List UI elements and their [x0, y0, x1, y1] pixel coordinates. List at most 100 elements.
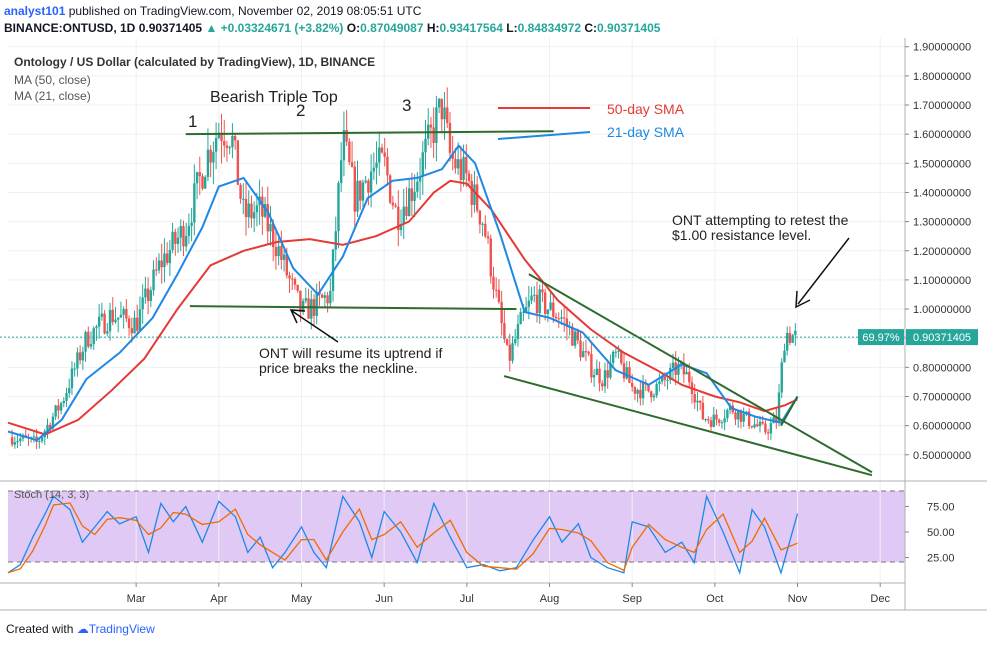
candle-body — [397, 206, 400, 231]
candle-body — [489, 238, 492, 277]
candle-body — [89, 344, 93, 347]
candle-body — [707, 419, 710, 421]
open-value: 0.87049087 — [360, 21, 424, 35]
candle-body — [127, 318, 131, 329]
candle-body — [546, 309, 550, 314]
candle-body — [484, 223, 487, 237]
candle-body — [133, 317, 136, 334]
price-tick-label: 1.20000000 — [913, 246, 971, 258]
ma21-line — [7, 144, 799, 442]
candle-body — [650, 391, 653, 398]
candle-body — [383, 152, 386, 157]
price-tick-label: 1.30000000 — [913, 217, 971, 229]
tradingview-link[interactable]: TradingView — [88, 622, 155, 636]
time-tick-label: Aug — [540, 593, 560, 605]
candle-body — [261, 196, 264, 217]
candle-body — [465, 157, 468, 174]
candle-body — [65, 393, 68, 401]
stoch-tick-label: 50.00 — [927, 527, 955, 539]
stoch-legend: Stoch (14, 3, 3) — [14, 489, 89, 501]
candle-body — [201, 176, 204, 189]
time-tick-label: Jun — [375, 593, 393, 605]
candle-body — [446, 107, 449, 123]
stoch-tick-label: 75.00 — [927, 502, 955, 514]
price-tick-label: 1.40000000 — [913, 187, 971, 199]
percent-tag — [858, 329, 904, 346]
candle-body — [291, 278, 294, 280]
candle-body — [304, 298, 308, 301]
sma21-legend-swatch — [497, 131, 591, 140]
candle-body — [51, 416, 55, 429]
candle-body — [49, 424, 52, 429]
candle-body — [239, 184, 242, 199]
price-tick-label: 0.50000000 — [913, 450, 971, 462]
time-tick-label: Sep — [622, 593, 642, 605]
candle-body — [236, 140, 240, 185]
candle-body — [467, 173, 471, 181]
candle-body — [247, 203, 250, 218]
candle-body — [603, 370, 607, 387]
candle-body — [747, 411, 751, 427]
candle-body — [195, 172, 199, 184]
chart-title: Ontology / US Dollar (calculated by Trad… — [14, 55, 375, 69]
trendline-breakout — [780, 395, 799, 427]
publish-info: published on TradingView.com, November 0… — [68, 4, 422, 18]
candle-body — [136, 317, 139, 331]
candle-body — [788, 332, 792, 343]
candle-body — [310, 299, 313, 319]
candle-body — [538, 289, 541, 314]
price-tick-label: 1.90000000 — [913, 42, 971, 54]
candle-body — [228, 147, 231, 149]
high-value: 0.93417564 — [439, 21, 503, 35]
candle-body — [38, 441, 41, 443]
candle-body — [720, 422, 724, 424]
candle-body — [57, 405, 60, 411]
candle-body — [206, 149, 210, 178]
candle-body — [614, 351, 618, 353]
candle-body — [394, 205, 397, 207]
candle-body — [584, 351, 588, 353]
candle-body — [669, 368, 672, 380]
candle-body — [462, 157, 465, 181]
candle-body — [652, 395, 656, 398]
candle-body — [32, 436, 36, 438]
candle-body — [73, 368, 76, 370]
candle-body — [582, 351, 585, 358]
candle-body — [220, 132, 223, 142]
candle-body — [293, 279, 297, 285]
candle-body — [516, 324, 520, 340]
candle-body — [59, 403, 63, 411]
retest-note-2: $1.00 resistance level. — [672, 227, 811, 243]
candle-body — [601, 383, 604, 387]
candle-body — [108, 309, 112, 332]
time-tick-label: May — [291, 593, 312, 605]
low-label: L: — [506, 21, 518, 35]
candle-body — [628, 367, 631, 383]
candle-body — [114, 319, 117, 323]
candle-body — [174, 231, 177, 244]
time-tick-label: Oct — [706, 593, 723, 605]
candle-body — [630, 382, 634, 387]
candle-body — [212, 151, 215, 163]
ma50-line — [7, 179, 798, 436]
candle-body — [350, 162, 354, 167]
candle-body — [448, 122, 452, 153]
candle-body — [250, 203, 253, 219]
candle-body — [160, 260, 163, 268]
candle-body — [666, 379, 669, 381]
candle-body — [285, 254, 289, 276]
candle-body — [296, 284, 299, 291]
candle-body — [712, 414, 715, 427]
candle-body — [280, 246, 283, 260]
candle-body — [76, 352, 79, 369]
candle-body — [495, 289, 498, 291]
author-link[interactable]: analyst101 — [4, 4, 66, 18]
time-tick-label: Nov — [788, 593, 808, 605]
candle-body — [244, 198, 248, 218]
candle-body — [263, 204, 267, 217]
candle-body — [315, 292, 318, 316]
candle-body — [416, 181, 419, 192]
candle-body — [766, 432, 770, 434]
candle-body — [756, 424, 759, 427]
